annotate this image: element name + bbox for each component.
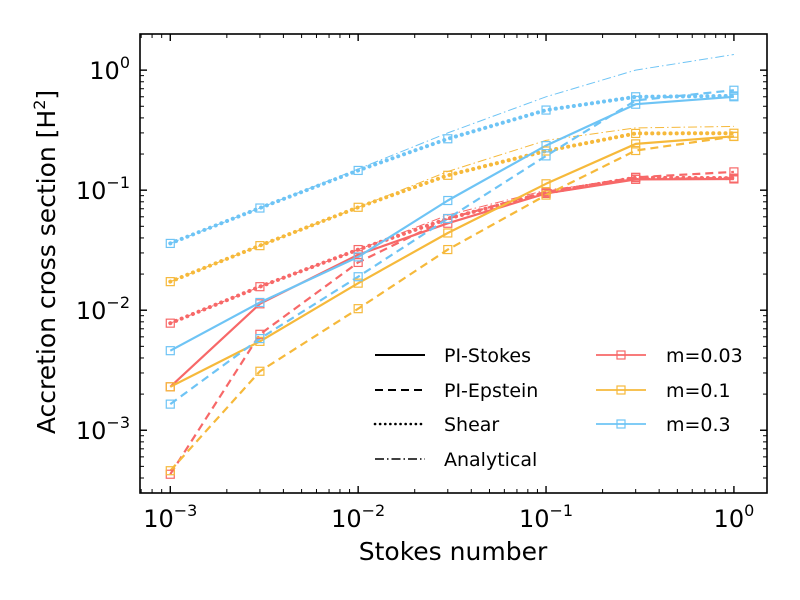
data-point <box>165 238 175 249</box>
series-line-shear-m-0-1 <box>168 131 736 284</box>
data-point <box>541 141 551 151</box>
legend-label: PI-Stokes <box>444 345 531 367</box>
series-line-analytical-m-0-3 <box>170 54 734 244</box>
data-point <box>443 218 453 228</box>
plot-lines <box>168 54 736 475</box>
axis-ticks <box>140 33 767 494</box>
data-point <box>353 257 363 268</box>
data-point <box>165 346 175 356</box>
data-point <box>729 85 739 95</box>
x-tick-label: 10−1 <box>519 501 573 533</box>
legend-marker <box>616 419 626 429</box>
data-point <box>255 366 265 376</box>
series-line-shear-m-0-03 <box>168 175 736 326</box>
data-point <box>165 382 175 392</box>
x-tick-label: 100 <box>714 501 755 533</box>
data-point <box>541 151 551 161</box>
y-axis-label-sup: 2 <box>30 100 49 110</box>
legend-label: Analytical <box>444 449 537 471</box>
data-point <box>729 91 739 101</box>
data-point <box>631 145 641 156</box>
plot-markers <box>165 85 739 479</box>
plot-frame <box>139 33 768 494</box>
y-axis-label: Accretion cross section [H2] <box>30 90 61 434</box>
data-point <box>353 278 363 288</box>
data-point <box>165 277 175 287</box>
data-point <box>631 128 641 139</box>
data-point <box>443 170 453 180</box>
data-point <box>631 92 641 102</box>
series-line-pi-stokes-m-0-1 <box>169 135 734 388</box>
data-point <box>443 213 453 224</box>
data-point <box>541 190 551 200</box>
x-tick-label: 10−2 <box>331 501 385 533</box>
y-tick-label: 10−2 <box>76 293 130 325</box>
legend-mass-label: m=0.03 <box>666 345 743 367</box>
y-tick-label: 100 <box>89 53 130 85</box>
legend-marker <box>616 385 626 395</box>
data-point <box>631 173 641 183</box>
data-point <box>631 139 641 149</box>
y-tick-label: 10−3 <box>76 413 130 445</box>
data-point <box>255 333 265 344</box>
legend-label: PI-Epstein <box>444 380 538 402</box>
data-point <box>255 282 265 292</box>
data-point <box>443 134 453 144</box>
data-point <box>255 297 265 308</box>
data-point <box>353 304 363 314</box>
axis-tick-labels: 10−3 10−2 10−1 100 10−3 10−2 10−1 100 <box>76 53 754 533</box>
data-point <box>541 105 551 115</box>
legend-mass-label: m=0.3 <box>666 414 731 436</box>
data-point <box>255 241 265 251</box>
data-point <box>541 146 551 156</box>
data-point <box>541 179 551 189</box>
legend-label: Shear <box>444 414 499 436</box>
data-point <box>165 318 175 328</box>
y-axis-label-main: Accretion cross section [H <box>32 110 61 434</box>
data-point <box>729 173 739 183</box>
legend-marker <box>616 350 626 360</box>
data-point <box>353 202 363 212</box>
data-point <box>353 272 363 282</box>
x-axis-label: Stokes number <box>359 537 548 566</box>
data-point <box>443 228 453 238</box>
data-point <box>729 128 739 138</box>
legend-mass-label: m=0.1 <box>666 380 731 402</box>
data-point <box>255 203 265 213</box>
data-point <box>443 195 453 206</box>
data-point <box>165 466 175 476</box>
data-point <box>443 244 453 255</box>
y-axis-label-end: ] <box>32 90 61 100</box>
data-point <box>353 244 363 255</box>
data-point <box>165 399 175 409</box>
data-point <box>353 252 363 262</box>
legend: PI-Stokes PI-Epstein Shear Analytical m=0.03… <box>373 345 743 471</box>
data-point <box>729 167 739 177</box>
y-tick-label: 10−1 <box>76 173 130 205</box>
data-point <box>353 165 363 176</box>
x-tick-label: 10−3 <box>143 501 197 533</box>
series-line-pi-epstein-m-0-1 <box>169 135 735 472</box>
